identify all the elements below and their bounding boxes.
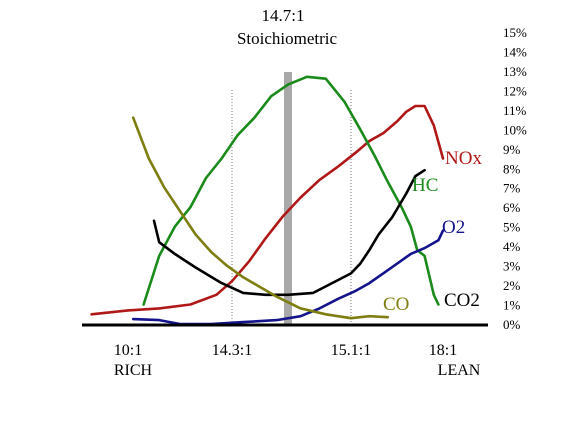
y-tick-label: 4%: [503, 239, 521, 254]
y-tick-label: 11%: [503, 103, 527, 118]
y-tick-label: 6%: [503, 200, 521, 215]
x-axis-tick-labels: 10:1 14.3:1 15.1:1 18:1: [114, 342, 457, 359]
x-tick-label: 14.3:1: [212, 342, 252, 359]
lean-label: LEAN: [438, 362, 481, 379]
y-tick-label: 9%: [503, 142, 521, 157]
y-tick-label: 5%: [503, 220, 521, 235]
y-tick-label: 7%: [503, 181, 521, 196]
x-tick-label: 18:1: [429, 342, 457, 359]
y-tick-label: 13%: [503, 64, 527, 79]
chart-subtitle: Stoichiometric: [237, 29, 338, 48]
rich-label: RICH: [114, 362, 153, 379]
series-line-hc: [142, 75, 440, 306]
hc-label: HC: [412, 175, 438, 196]
title-group: 14.7:1 Stoichiometric: [237, 6, 338, 48]
y-tick-label: 0%: [503, 317, 521, 332]
o2-label: O2: [442, 217, 465, 238]
y-tick-label: 14%: [503, 44, 527, 59]
stoichiometric-marker-bar: [284, 72, 292, 326]
y-tick-label: 8%: [503, 161, 521, 176]
y-tick-label: 2%: [503, 278, 521, 293]
series-line-nox: [90, 104, 445, 316]
y-axis-tick-labels: 0% 1% 2% 3% 4% 5% 6% 7% 8% 9% 10% 11% 12% 13% 14% 15%: [503, 25, 527, 332]
x-tick-label: 15.1:1: [331, 342, 371, 359]
nox-label: NOx: [445, 148, 482, 169]
y-tick-label: 12%: [503, 83, 527, 98]
rich-lean-labels: RICH LEAN: [114, 362, 481, 379]
x-tick-label: 10:1: [114, 342, 142, 359]
series-line-co: [131, 116, 390, 320]
y-tick-label: 15%: [503, 25, 527, 40]
y-tick-label: 10%: [503, 122, 527, 137]
vertical-markers: [231, 72, 352, 326]
co-label: CO: [383, 294, 409, 315]
series-lines: [90, 75, 445, 326]
y-tick-label: 1%: [503, 298, 521, 313]
co2-label: CO2: [444, 290, 480, 311]
chart-title: 14.7:1: [262, 6, 305, 25]
y-tick-label: 3%: [503, 259, 521, 274]
series-line-co2: [152, 168, 426, 297]
